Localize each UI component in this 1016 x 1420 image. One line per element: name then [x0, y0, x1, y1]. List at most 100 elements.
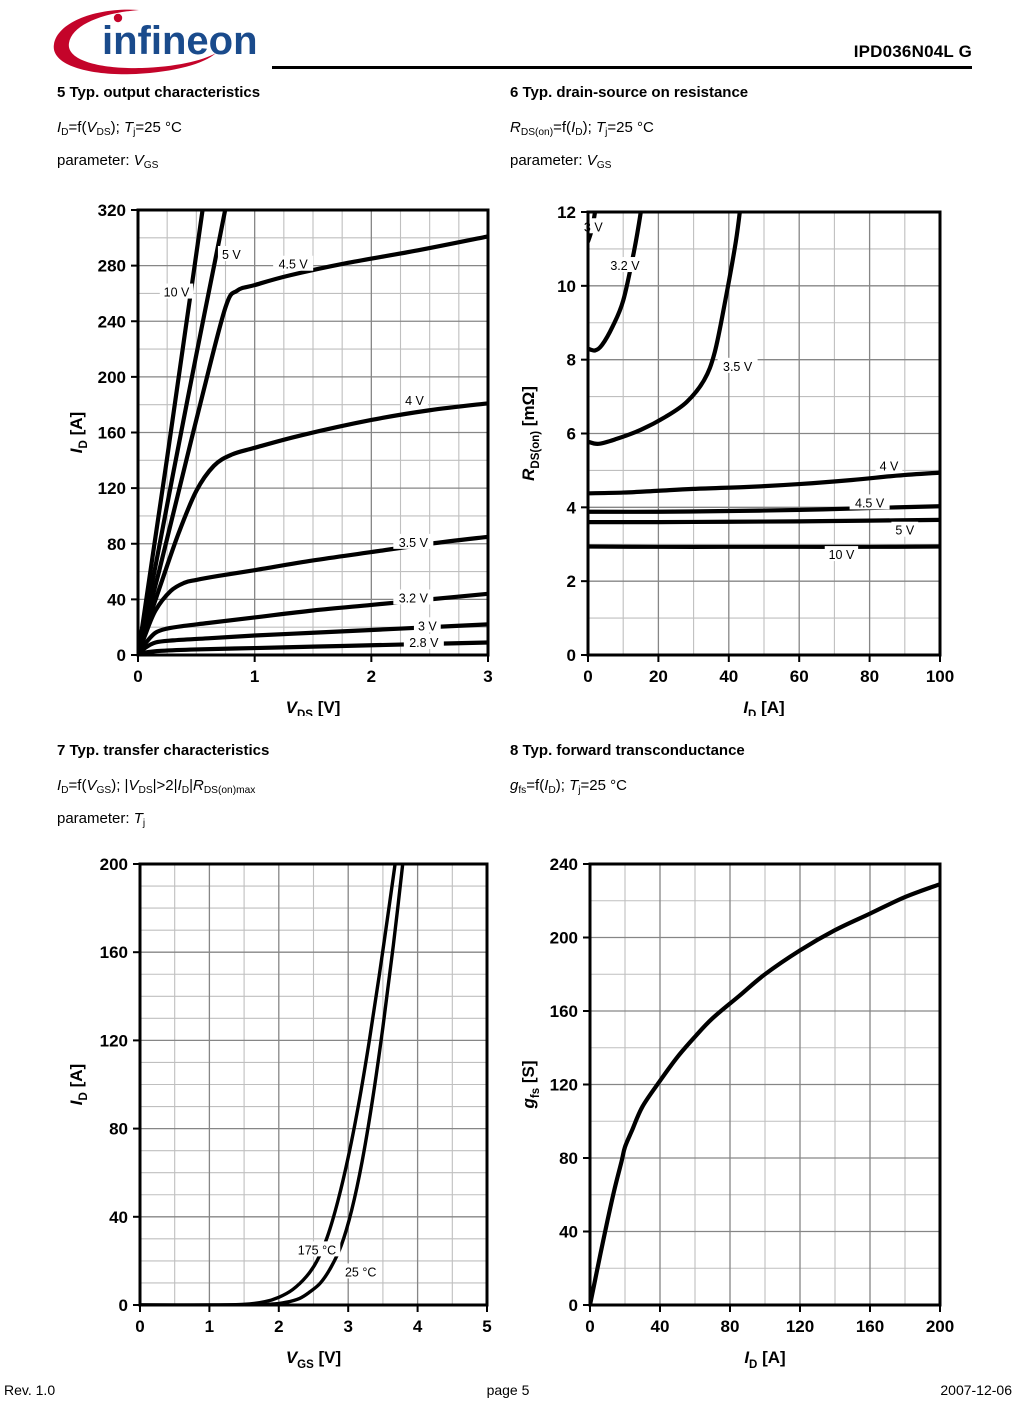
chart-output-characteristics: 10 V 5 V 4.5 V 4 V 3.5 V 3.2 V 3 V 2.8 V 0 1 2 3 0 40… — [60, 196, 500, 716]
axis-title: ID [A] — [744, 1348, 785, 1371]
x-tick-label: 0 — [585, 1317, 594, 1336]
section-7-title: 7 Typ. transfer characteristics — [57, 742, 270, 759]
y-tick-label: 120 — [550, 1076, 578, 1095]
y-tick-label: 6 — [567, 425, 576, 444]
axis-title: ID [A] — [67, 1064, 90, 1105]
y-tick-label: 80 — [107, 535, 126, 554]
axis-title: RDS(on) [mΩ] — [519, 386, 542, 481]
part-number: IPD036N04L G — [853, 42, 972, 61]
x-tick-label: 1 — [205, 1317, 214, 1336]
logo-wordmark: infineon — [102, 19, 258, 63]
x-tick-label: 4 — [413, 1317, 423, 1336]
x-tick-label: 0 — [583, 667, 592, 686]
curve-label: 2.8 V — [409, 636, 439, 650]
series-curve — [137, 591, 489, 656]
x-tick-label: 5 — [482, 1317, 491, 1336]
x-tick-label: 40 — [651, 1317, 670, 1336]
section-8-title: 8 Typ. forward transconductance — [510, 742, 745, 759]
grid — [590, 864, 940, 1305]
section-7: 7 Typ. transfer characteristics ID=f(VGS… — [57, 742, 497, 843]
curve-label: 5 V — [222, 248, 241, 262]
series-curve — [137, 401, 489, 656]
y-tick-label: 240 — [550, 855, 578, 874]
x-tick-label: 3 — [343, 1317, 352, 1336]
header-rule — [272, 66, 972, 69]
series-curve — [589, 882, 941, 1306]
y-tick-label: 40 — [107, 590, 126, 609]
y-tick-label: 320 — [98, 201, 126, 220]
axis-title: VDS [V] — [286, 698, 341, 716]
y-tick-label: 200 — [98, 368, 126, 387]
axis-title: ID [A] — [67, 412, 90, 453]
curve-label: 4 V — [880, 459, 899, 473]
curve-labels: 3 V3.2 V3.5 V4 V4.5 V5 V10 V — [579, 218, 919, 562]
curve-labels: 175 °C 25 °C — [293, 1241, 381, 1279]
y-tick-label: 12 — [557, 203, 576, 222]
axis-ticks: 0 40 80 120 160 200 0 40 80 120 160 200 240 — [550, 855, 955, 1336]
section-7-equation: ID=f(VGS); |VDS|>2|ID|RDS(on)max — [57, 777, 256, 796]
x-tick-label: 0 — [133, 667, 142, 686]
x-tick-label: 2 — [367, 667, 376, 686]
axis-ticks: 0 1 2 3 4 5 0 40 80 120 160 200 — [100, 855, 492, 1336]
section-7-parameter: parameter: Tj — [57, 810, 146, 829]
x-tick-label: 80 — [860, 667, 879, 686]
x-tick-label: 0 — [135, 1317, 144, 1336]
series-curve — [587, 211, 644, 353]
series-curve — [137, 234, 489, 656]
y-tick-label: 10 — [557, 277, 576, 296]
y-tick-label: 0 — [117, 646, 126, 665]
grid — [588, 212, 940, 655]
curve-label: 175 °C — [298, 1243, 336, 1257]
curve-label: 5 V — [895, 524, 914, 538]
y-tick-label: 200 — [550, 929, 578, 948]
chart8-svg: 0 40 80 120 160 200 0 40 80 120 160 200 240 ID [A] gfs… — [519, 855, 955, 1371]
curve-label: 10 V — [164, 286, 190, 300]
curve-label: 4 V — [405, 394, 424, 408]
curve-label: 3.2 V — [610, 259, 640, 273]
y-tick-label: 4 — [567, 498, 577, 517]
x-tick-label: 120 — [786, 1317, 814, 1336]
y-tick-label: 0 — [567, 646, 576, 665]
section-6: 6 Typ. drain-source on resistance RDS(on… — [510, 84, 980, 185]
footer-date: 2007-12-06 — [940, 1382, 1012, 1398]
y-tick-label: 120 — [100, 1031, 128, 1050]
series-curve — [587, 211, 743, 446]
axis-title: VGS [V] — [286, 1348, 341, 1371]
curve-label: 25 °C — [345, 1265, 376, 1279]
x-tick-label: 20 — [649, 667, 668, 686]
x-tick-label: 160 — [856, 1317, 884, 1336]
series-curve — [587, 470, 941, 496]
chart6-svg: 3 V3.2 V3.5 V4 V4.5 V5 V10 V0 20 40 60 80 100… — [519, 203, 954, 716]
x-tick-label: 60 — [790, 667, 809, 686]
footer-revision: Rev. 1.0 — [4, 1382, 56, 1398]
curve-label: 3.2 V — [399, 591, 429, 605]
y-tick-label: 8 — [567, 351, 576, 370]
y-tick-label: 2 — [567, 572, 576, 591]
y-tick-label: 80 — [559, 1149, 578, 1168]
chart-forward-transconductance: 0 40 80 120 160 200 0 40 80 120 160 200 240 ID [A] gfs… — [512, 852, 972, 1372]
section-5-parameter: parameter: VGS — [57, 152, 159, 171]
logo-dot — [113, 13, 123, 23]
x-tick-label: 3 — [483, 667, 492, 686]
infineon-logo: infineon — [44, 6, 274, 78]
y-tick-label: 200 — [100, 855, 128, 874]
axis-ticks: 0 1 2 3 0 40 80 120 160 200 240 280 320 — [98, 201, 493, 686]
y-tick-label: 160 — [98, 424, 126, 443]
series-curve — [587, 517, 941, 525]
section-6-equation: RDS(on)=f(ID); Tj=25 °C — [510, 119, 654, 138]
y-tick-label: 160 — [550, 1002, 578, 1021]
series-curve — [137, 534, 489, 656]
y-tick-label: 40 — [109, 1208, 128, 1227]
y-tick-label: 160 — [100, 943, 128, 962]
footer-page: page 5 — [486, 1382, 530, 1398]
x-tick-label: 2 — [274, 1317, 283, 1336]
x-tick-label: 200 — [926, 1317, 954, 1336]
section-8: 8 Typ. forward transconductance gfs=f(ID… — [510, 742, 980, 810]
x-tick-label: 1 — [250, 667, 259, 686]
curve-label: 3.5 V — [723, 360, 753, 374]
y-tick-label: 280 — [98, 257, 126, 276]
chart5-svg: 10 V 5 V 4.5 V 4 V 3.5 V 3.2 V 3 V 2.8 V 0 1 2 3 0 40… — [67, 201, 493, 716]
section-8-equation: gfs=f(ID); Tj=25 °C — [510, 777, 627, 796]
